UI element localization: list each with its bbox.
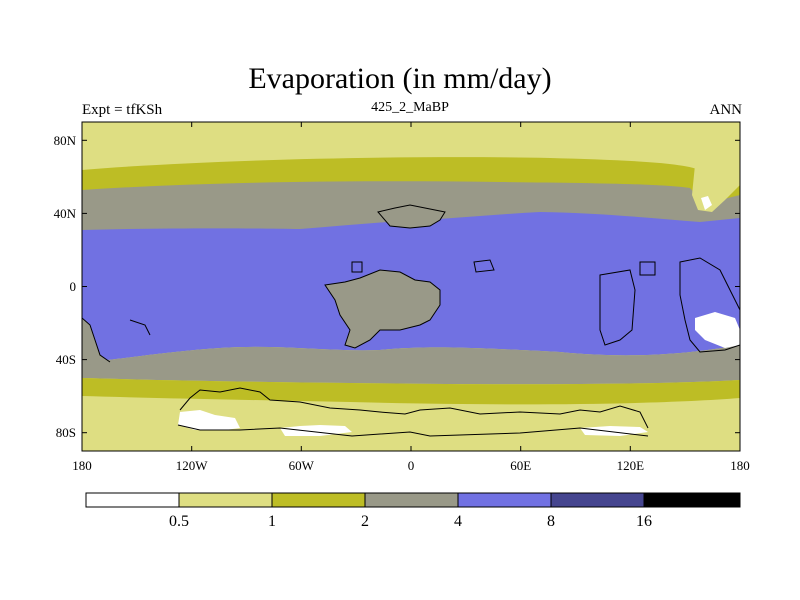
experiment-label: Expt = tfKSh <box>82 102 163 118</box>
band-2-4-south <box>82 345 740 385</box>
land-australia-arid <box>695 312 740 348</box>
time-label: 425_2_MaBP <box>371 100 449 115</box>
colorbar-label: 2 <box>361 513 369 530</box>
colorbar-box <box>271 492 366 508</box>
x-tick-label: 0 <box>408 458 415 473</box>
colorbar: 0.5 1 2 4 8 16 <box>85 492 741 530</box>
land-asia-ne <box>692 132 740 212</box>
map-title: Evaporation (in mm/day) <box>248 62 552 95</box>
antarctic-patch-2 <box>280 425 352 436</box>
land-north-africa <box>378 205 445 228</box>
colorbar-label: 4 <box>454 513 462 530</box>
x-tick-label: 180 <box>730 458 750 473</box>
colorbar-label: 8 <box>547 513 555 530</box>
y-tick-label: 40N <box>54 206 77 221</box>
map-field <box>82 122 740 451</box>
colorbar-box <box>550 492 645 508</box>
x-tick-label: 180 <box>72 458 92 473</box>
colorbar-box <box>85 492 180 508</box>
coastlines <box>82 204 740 437</box>
colorbar-box <box>364 492 459 508</box>
x-tick-label: 120E <box>617 458 645 473</box>
land-west-coast <box>82 318 110 365</box>
antarctic-patch-1 <box>178 410 240 430</box>
x-tick-label: 60W <box>289 458 315 473</box>
x-tick-label: 60E <box>510 458 531 473</box>
y-tick-label: 40S <box>56 352 76 367</box>
arctic-tongue <box>82 143 500 162</box>
colorbar-box <box>178 492 273 508</box>
land-asia-arid <box>701 196 712 210</box>
colorbar-label: 0.5 <box>169 513 189 530</box>
colorbar-box <box>643 492 741 508</box>
season-label: ANN <box>709 102 743 118</box>
band-1-2-south <box>82 378 740 405</box>
colorbar-box <box>457 492 552 508</box>
y-tick-label: 80S <box>56 425 76 440</box>
colorbar-label: 16 <box>636 513 652 530</box>
axis-ticks <box>81 122 741 451</box>
y-tick-label: 80N <box>54 133 77 148</box>
colorbar-label: 1 <box>268 513 276 530</box>
y-tick-label: 0 <box>70 279 77 294</box>
land-americas <box>325 270 440 348</box>
x-tick-label: 120W <box>176 458 209 473</box>
